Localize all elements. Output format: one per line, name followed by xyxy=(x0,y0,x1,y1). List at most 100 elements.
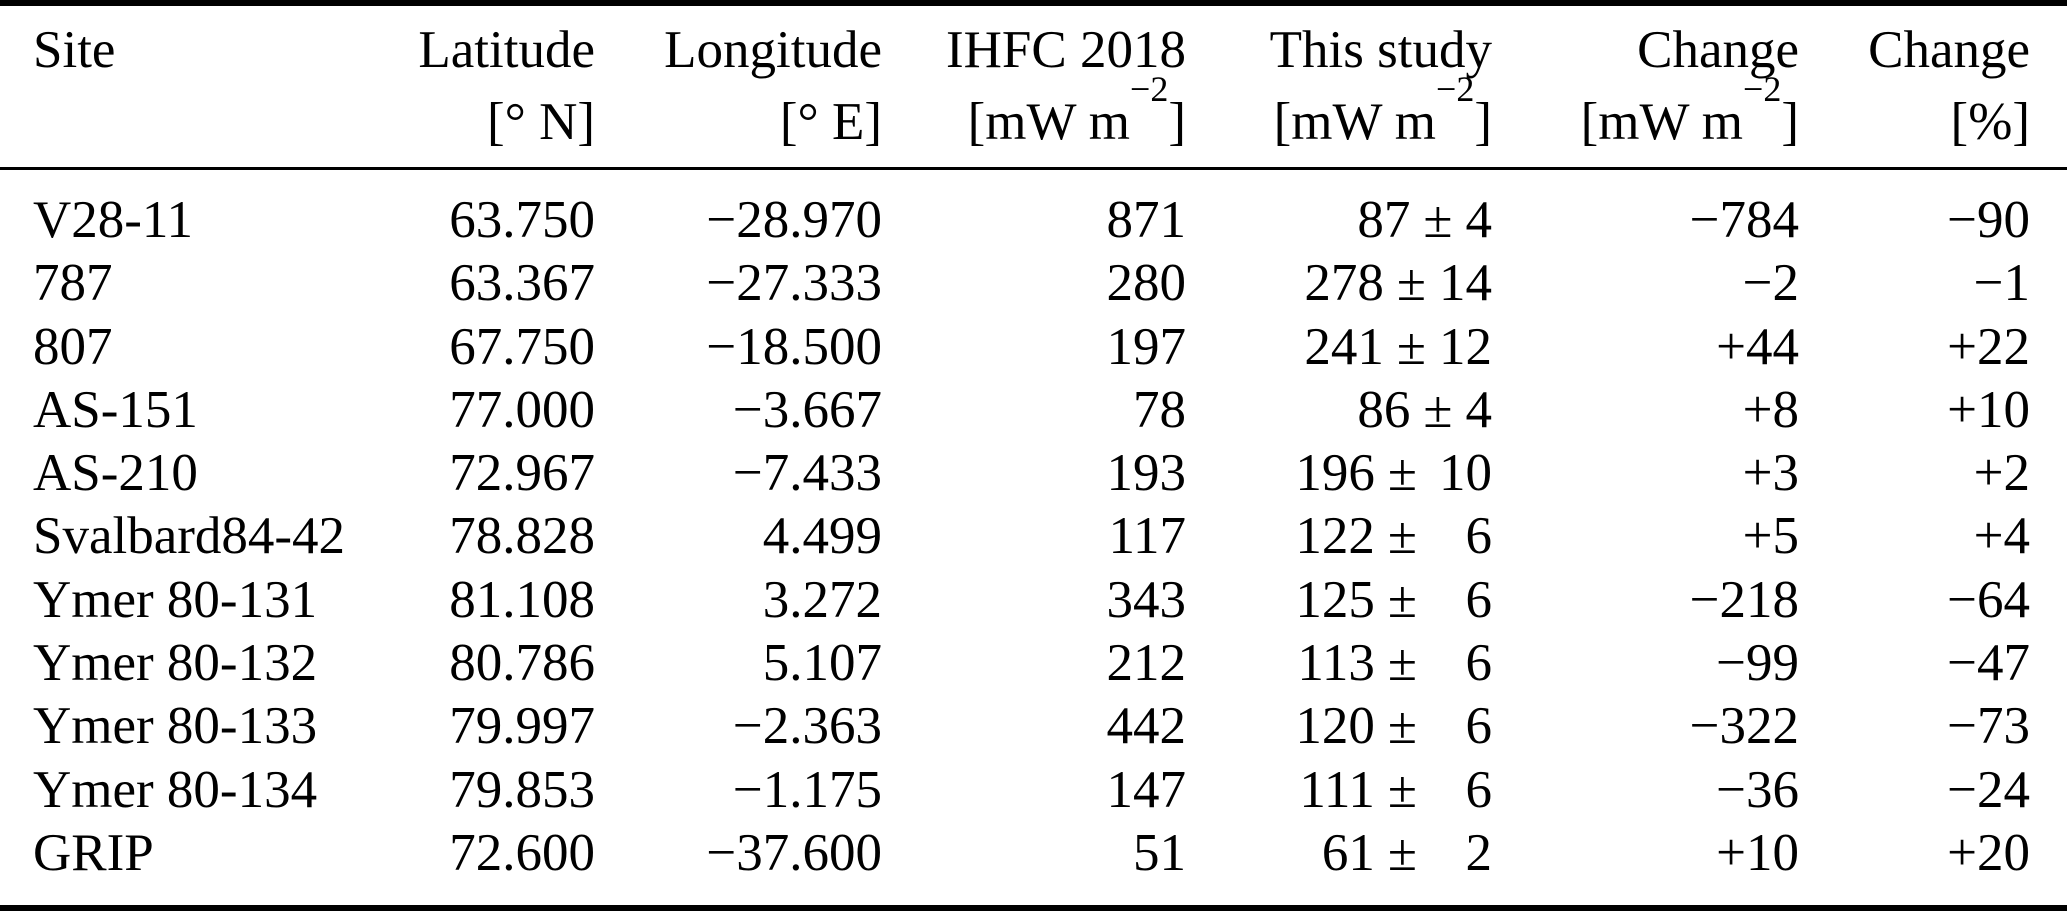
change-cell: −99 xyxy=(1716,634,1799,693)
study-value: 241 xyxy=(1304,317,1384,376)
ihfc-cell: 147 xyxy=(1106,760,1187,819)
study-uncertainty: 10 xyxy=(1439,444,1492,503)
longitude-cell: −7.433 xyxy=(732,444,882,503)
study-value: 122 xyxy=(1295,507,1375,566)
study-cell: 87 ±4 xyxy=(1186,169,1492,253)
header-cell-site: Site xyxy=(0,3,370,169)
column-label-ihfc: IHFC 2018 xyxy=(945,21,1186,79)
change-percent-cell: −47 xyxy=(1947,634,2030,693)
ihfc-cell: 51 xyxy=(1133,823,1186,882)
column-label-this-study: This study xyxy=(1269,21,1492,79)
site-cell: Ymer 80-131 xyxy=(33,570,318,629)
latitude-cell: 81.108 xyxy=(449,570,595,629)
study-uncertainty: 12 xyxy=(1439,317,1492,376)
latitude-cell: 79.997 xyxy=(449,697,595,756)
study-value: 111 xyxy=(1299,760,1375,819)
table-row: AS-210 72.967 −7.433 193 196 ±10 +3 +2 xyxy=(0,442,2067,505)
longitude-cell: 4.499 xyxy=(762,507,882,566)
ihfc-cell: 117 xyxy=(1108,507,1186,566)
column-label-change: Change xyxy=(1637,21,1799,79)
header-cell-change-percent: Change [%] xyxy=(1799,3,2067,169)
ihfc-cell: 212 xyxy=(1106,634,1187,693)
longitude-cell: −37.600 xyxy=(706,823,882,882)
change-percent-cell: −1 xyxy=(1973,254,2030,313)
plus-minus-sign: ± xyxy=(1387,823,1417,882)
header-cell-latitude: Latitude [° N] xyxy=(370,3,595,169)
longitude-cell: 5.107 xyxy=(762,634,882,693)
site-cell: Svalbard84-42 xyxy=(33,507,346,566)
change-percent-cell: +4 xyxy=(1973,507,2030,566)
header-cell-ihfc: IHFC 2018 [mW m−2] xyxy=(882,3,1186,169)
unit-text: [mW m xyxy=(1273,93,1437,151)
table-row: AS-151 77.000 −3.667 78 86 ±4 +8 +10 xyxy=(0,379,2067,442)
longitude-cell: −27.333 xyxy=(706,254,882,313)
study-cell: 125 ±6 xyxy=(1186,569,1492,632)
change-cell: +44 xyxy=(1716,317,1799,376)
site-cell: Ymer 80-133 xyxy=(33,697,318,756)
site-cell: 807 xyxy=(33,317,113,376)
unit-bracket: ] xyxy=(1781,93,1799,151)
column-unit-latitude: [° N] xyxy=(486,93,595,151)
header-row: Site Latitude [° N] Longitude [° E] IHFC… xyxy=(0,3,2067,169)
study-uncertainty: 6 xyxy=(1465,570,1493,629)
unit-superscript: −2 xyxy=(1436,68,1475,109)
site-cell: AS-151 xyxy=(33,380,198,439)
plus-minus-sign: ± xyxy=(1387,570,1417,629)
ihfc-cell: 442 xyxy=(1106,697,1187,756)
study-cell: 196 ±10 xyxy=(1186,442,1492,505)
study-uncertainty: 6 xyxy=(1465,507,1493,566)
column-label-latitude: Latitude xyxy=(418,21,595,79)
latitude-cell: 79.853 xyxy=(449,760,595,819)
study-value: 278 xyxy=(1304,254,1384,313)
study-cell: 120 ±6 xyxy=(1186,695,1492,758)
longitude-cell: −18.500 xyxy=(706,317,882,376)
change-percent-cell: +22 xyxy=(1947,317,2030,376)
header-cell-this-study: This study [mW m−2] xyxy=(1186,3,1492,169)
change-percent-cell: −24 xyxy=(1947,760,2030,819)
latitude-cell: 67.750 xyxy=(449,317,595,376)
study-value: 113 xyxy=(1297,634,1375,693)
plus-minus-sign: ± xyxy=(1423,380,1453,439)
latitude-cell: 80.786 xyxy=(449,634,595,693)
plus-minus-sign: ± xyxy=(1387,444,1417,503)
ihfc-cell: 871 xyxy=(1106,191,1187,249)
change-percent-cell: −64 xyxy=(1947,570,2030,629)
longitude-cell: −3.667 xyxy=(732,380,882,439)
unit-text: [mW m xyxy=(967,93,1131,151)
column-unit-change-percent: [%] xyxy=(1950,93,2030,151)
change-percent-cell: +20 xyxy=(1947,823,2030,882)
change-cell: −218 xyxy=(1689,570,1799,629)
study-uncertainty: 6 xyxy=(1465,760,1493,819)
plus-minus-sign: ± xyxy=(1423,191,1453,249)
ihfc-cell: 343 xyxy=(1106,570,1187,629)
plus-minus-sign: ± xyxy=(1396,317,1426,376)
ihfc-cell: 78 xyxy=(1133,380,1186,439)
column-label-change-percent: Change xyxy=(1868,21,2030,79)
table-row: V28-11 63.750 −28.970 871 87 ±4 −784 −90 xyxy=(0,169,2067,253)
study-uncertainty: 4 xyxy=(1465,191,1493,249)
study-cell: 113 ±6 xyxy=(1186,632,1492,695)
study-value: 61 xyxy=(1321,823,1375,882)
change-percent-cell: −73 xyxy=(1947,697,2030,756)
change-percent-cell: +10 xyxy=(1947,380,2030,439)
header-cell-longitude: Longitude [° E] xyxy=(595,3,882,169)
table-row: Ymer 80-133 79.997 −2.363 442 120 ±6 −322… xyxy=(0,695,2067,758)
change-percent-cell: −90 xyxy=(1947,191,2030,249)
site-cell: V28-11 xyxy=(33,191,193,249)
study-value: 120 xyxy=(1295,697,1375,756)
unit-superscript: −2 xyxy=(1130,68,1169,109)
latitude-cell: 72.967 xyxy=(449,444,595,503)
site-cell: Ymer 80-132 xyxy=(33,634,318,693)
column-unit-this-study: [mW m−2] xyxy=(1186,71,1492,159)
plus-minus-sign: ± xyxy=(1387,507,1417,566)
change-percent-cell: +2 xyxy=(1973,444,2030,503)
study-uncertainty: 4 xyxy=(1465,380,1493,439)
table-row: 787 63.367 −27.333 280 278 ±14 −2 −1 xyxy=(0,252,2067,315)
longitude-cell: 3.272 xyxy=(762,570,882,629)
column-label-site: Site xyxy=(33,21,116,79)
table-row: Svalbard84-42 78.828 4.499 117 122 ±6 +5 … xyxy=(0,505,2067,568)
site-cell: Ymer 80-134 xyxy=(33,760,318,819)
column-label-longitude: Longitude xyxy=(664,21,882,79)
study-cell: 111 ±6 xyxy=(1186,759,1492,822)
